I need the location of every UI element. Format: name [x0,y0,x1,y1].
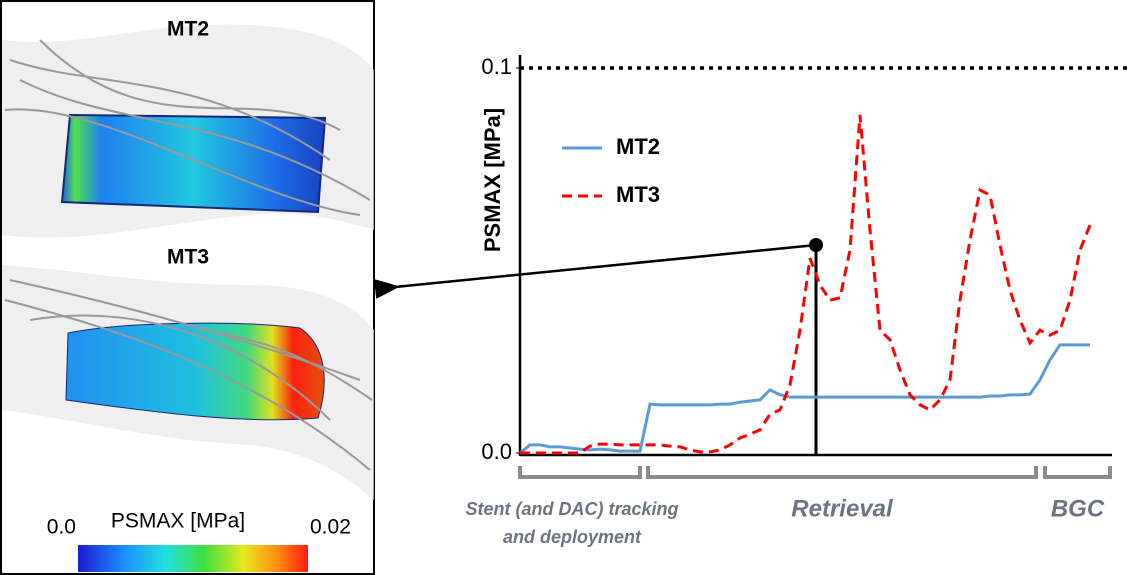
phase-bracket [648,466,1036,477]
phase-label: Retrieval [791,495,894,522]
phase-bracket [1045,466,1110,477]
colorbar-tick-label: 0.0 [47,516,76,539]
pointer-dot [809,238,823,252]
page: MT2 MT3 PSMAX [MPa] 0.0 0.02 0.0 0.1 PSMAX [… [0,0,1128,575]
colorbar [78,545,308,572]
phase-bracket [520,466,640,477]
y-tick-label: 0.0 [481,439,512,464]
legend-label: MT2 [616,134,660,159]
legend-label: MT3 [616,182,660,207]
series-line [520,345,1090,453]
y-tick-label: 0.1 [481,54,512,79]
y-axis-label: PSMAX [MPa] [480,108,505,252]
series-line [520,115,1090,453]
figure: MT2 MT3 PSMAX [MPa] 0.0 0.02 0.0 0.1 PSMAX [… [0,0,1128,575]
colorbar-label: PSMAX [MPa] [111,510,245,533]
pointer-arrow [395,245,816,287]
phase-label: and deployment [503,527,642,547]
clot [66,323,324,420]
view-title: MT2 [167,18,209,41]
view-title: MT3 [167,246,209,269]
left-panel: MT2 MT3 PSMAX [MPa] [1,1,374,574]
phase-label: BGC [1051,495,1105,522]
colorbar-tick-label: 0.02 [310,516,351,539]
phase-label: Stent (and DAC) tracking [465,499,678,519]
